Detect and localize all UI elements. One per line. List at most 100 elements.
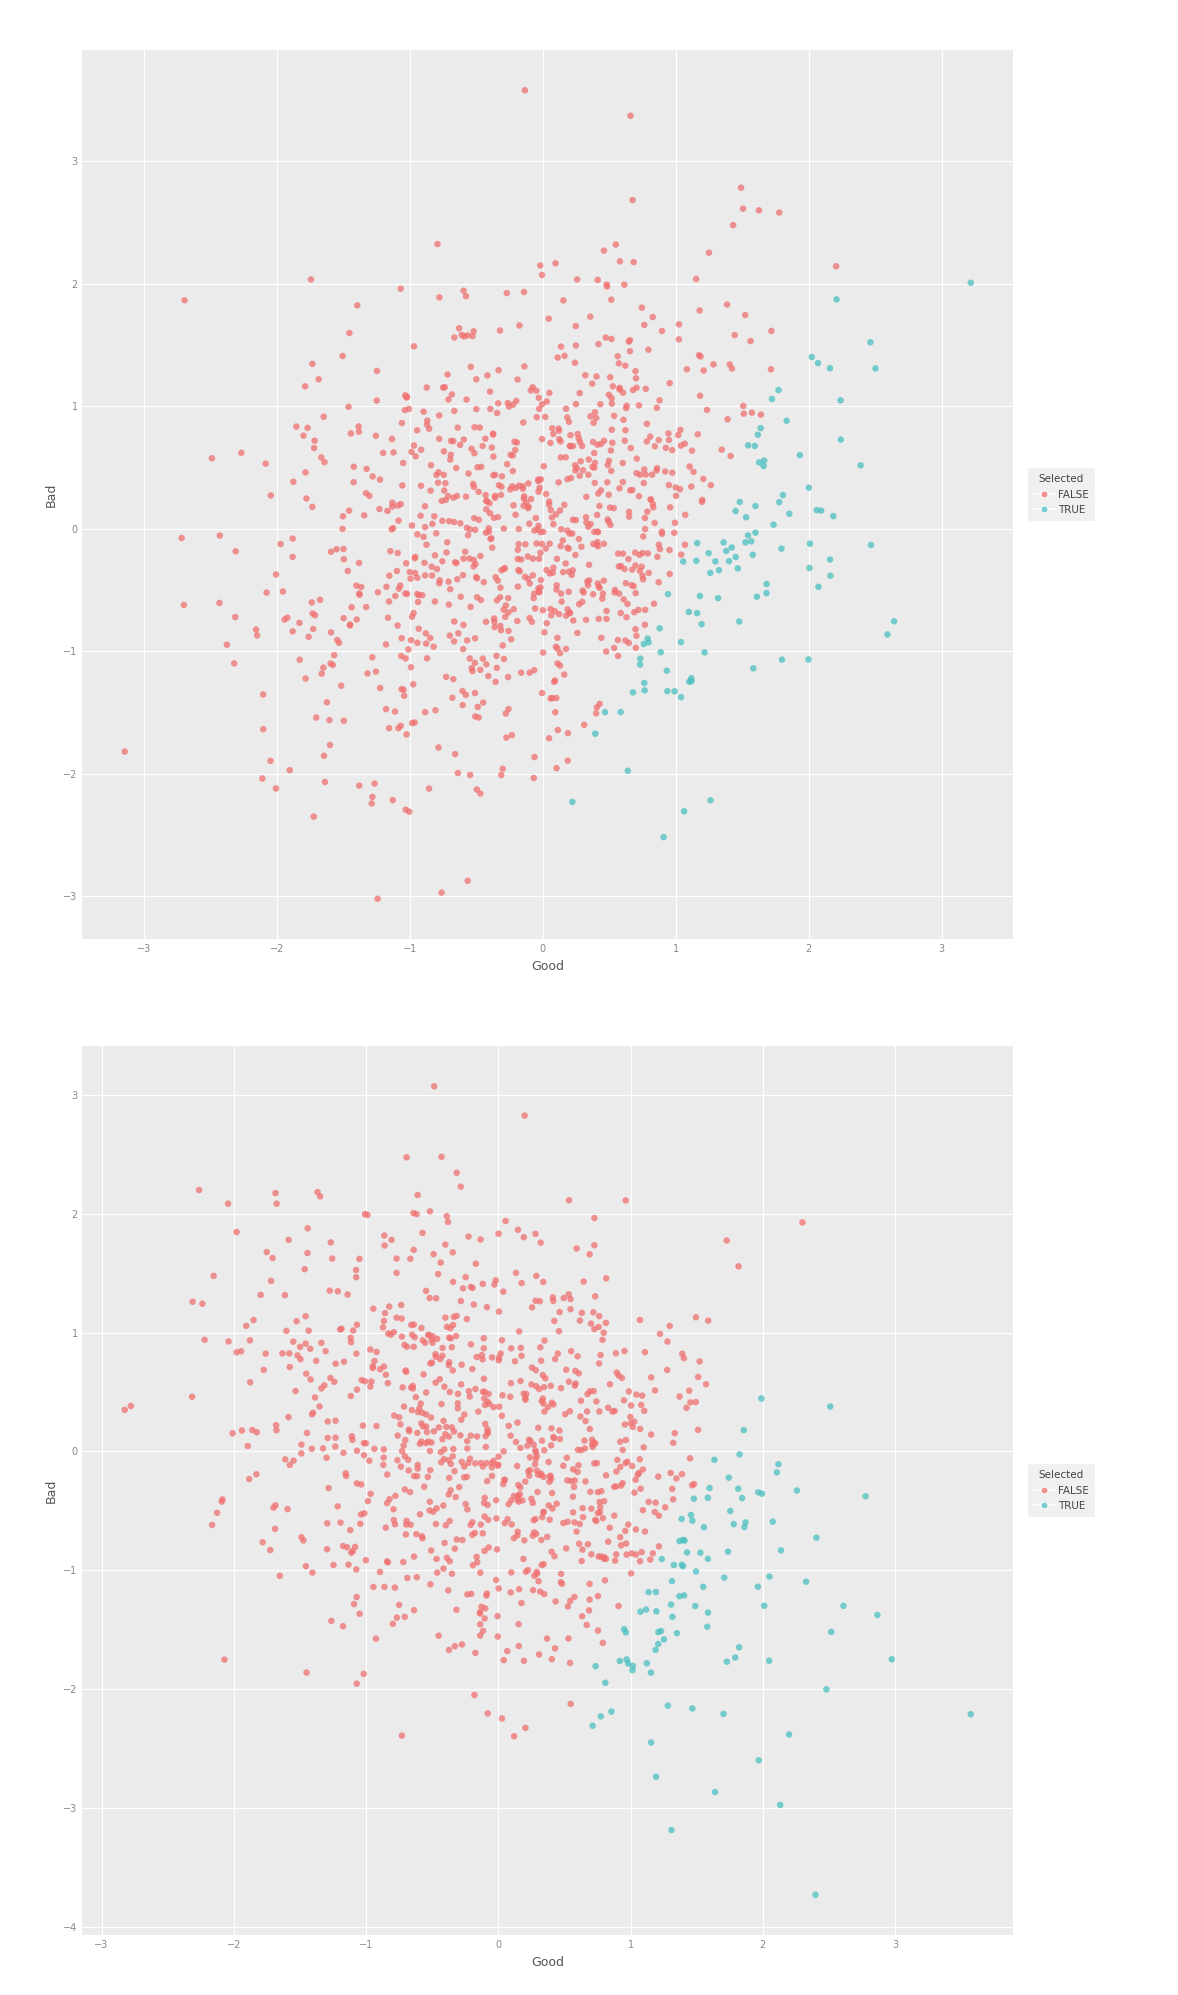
Point <box>426 459 445 491</box>
Point <box>704 1444 723 1476</box>
Point <box>695 1512 714 1544</box>
Point <box>574 577 593 608</box>
Point <box>769 487 788 519</box>
Point <box>390 1588 409 1620</box>
Point <box>602 1696 621 1728</box>
Point <box>581 509 600 541</box>
Point <box>243 1414 262 1446</box>
Point <box>483 1341 502 1373</box>
Point <box>478 1416 497 1448</box>
Point <box>591 1492 610 1524</box>
Point <box>748 419 767 451</box>
Point <box>509 1213 528 1245</box>
Point <box>621 1406 640 1438</box>
Point <box>320 704 339 736</box>
Point <box>115 1395 134 1426</box>
Point <box>389 489 408 521</box>
Point <box>514 489 532 521</box>
Point <box>459 457 478 489</box>
Point <box>395 674 413 706</box>
Point <box>618 543 637 575</box>
Point <box>455 1450 474 1482</box>
Point <box>531 463 550 495</box>
Point <box>630 539 649 571</box>
Point <box>378 602 397 634</box>
Point <box>581 301 600 333</box>
Point <box>674 1524 693 1556</box>
Point <box>468 563 487 595</box>
Point <box>484 459 503 491</box>
Point <box>475 1482 494 1514</box>
Point <box>605 577 624 608</box>
Point <box>585 397 604 429</box>
Point <box>176 285 194 317</box>
Point <box>511 543 530 575</box>
Point <box>627 457 646 489</box>
Point <box>422 449 441 481</box>
Point <box>490 315 509 347</box>
Point <box>346 1255 365 1287</box>
Point <box>642 1418 661 1450</box>
Point <box>343 1424 362 1456</box>
Point <box>657 654 676 686</box>
Point <box>550 495 569 527</box>
Point <box>225 648 244 680</box>
Point <box>219 1325 238 1357</box>
Point <box>383 487 402 519</box>
Point <box>601 491 620 523</box>
Point <box>587 1504 605 1536</box>
Point <box>364 1570 383 1602</box>
Point <box>573 1534 591 1566</box>
Point <box>432 545 451 577</box>
Point <box>115 736 134 768</box>
Point <box>357 1544 376 1576</box>
Point <box>436 1510 455 1542</box>
Point <box>296 371 315 403</box>
Point <box>642 483 661 515</box>
Point <box>588 515 607 547</box>
Point <box>478 1504 497 1536</box>
Point <box>527 1436 545 1468</box>
Point <box>331 1506 350 1538</box>
Point <box>320 1363 339 1395</box>
Point <box>429 1259 448 1291</box>
Point <box>469 702 488 734</box>
Point <box>509 555 528 587</box>
Point <box>530 393 549 425</box>
Point <box>656 455 675 487</box>
Point <box>648 453 667 485</box>
Point <box>409 587 428 618</box>
Point <box>484 602 503 634</box>
Point <box>458 1432 477 1464</box>
Point <box>584 517 603 549</box>
Point <box>462 433 481 465</box>
Point <box>355 1438 373 1470</box>
Point <box>690 379 709 411</box>
Point <box>630 648 649 680</box>
Point <box>608 1444 627 1476</box>
Point <box>588 529 607 561</box>
Point <box>570 377 589 409</box>
Point <box>426 694 445 726</box>
Point <box>583 1710 602 1742</box>
Point <box>588 263 607 295</box>
Point <box>576 359 595 391</box>
Point <box>561 597 580 628</box>
Point <box>616 1616 635 1648</box>
Point <box>547 575 565 606</box>
Point <box>528 1454 547 1486</box>
Point <box>389 1420 408 1452</box>
Point <box>516 1712 535 1744</box>
Point <box>699 1596 717 1628</box>
Point <box>411 501 430 533</box>
Point <box>313 1432 332 1464</box>
Point <box>429 457 448 489</box>
Point <box>565 449 584 481</box>
Point <box>543 1476 562 1508</box>
Point <box>597 269 616 301</box>
Point <box>744 652 763 684</box>
Point <box>357 453 376 485</box>
Point <box>532 389 551 421</box>
Point <box>497 722 516 754</box>
Point <box>541 1504 560 1536</box>
